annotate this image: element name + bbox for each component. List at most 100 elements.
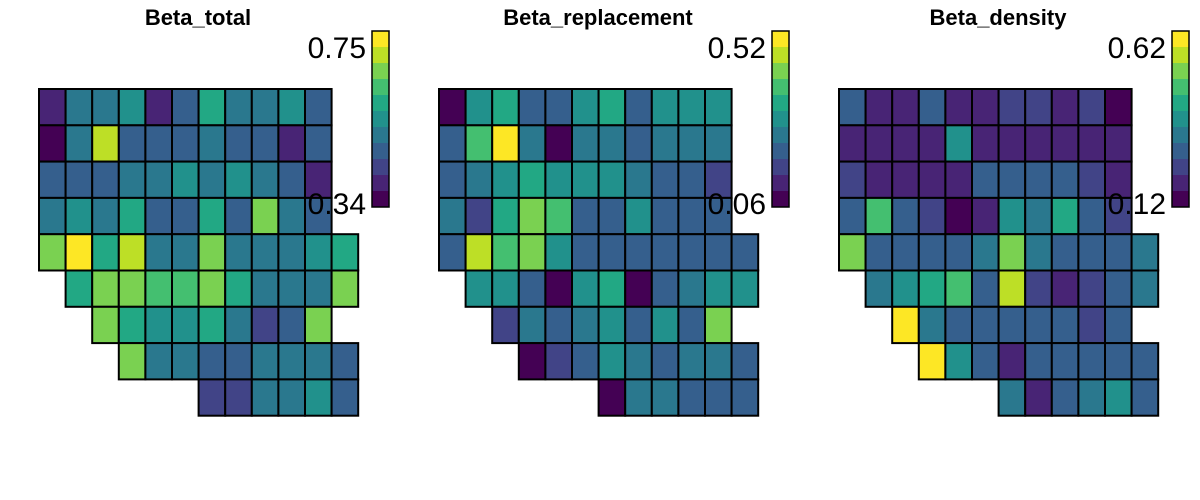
heatmap-cell [571, 88, 600, 127]
heatmap-cell [91, 160, 120, 199]
heatmap-cell [304, 305, 333, 345]
heatmap-cell [464, 160, 494, 199]
heatmap-cell [571, 233, 600, 272]
legend-color-step [772, 159, 789, 176]
heatmap-cell [650, 88, 680, 127]
heatmap-cell [144, 88, 173, 127]
heatmap-cell [624, 196, 653, 236]
heatmap-cell [917, 160, 947, 199]
heatmap-cell [997, 269, 1027, 308]
heatmap-cell [624, 160, 653, 199]
legend-color-step [1172, 47, 1189, 64]
heatmap-cell [464, 269, 494, 308]
heatmap-cell [891, 196, 920, 236]
heatmap-cell [891, 305, 920, 345]
heatmap-cell [917, 269, 947, 308]
heatmap-cell [571, 160, 600, 199]
heatmap-cell [277, 160, 306, 199]
legend-color-step [372, 63, 389, 80]
heatmap-cell [197, 88, 227, 127]
heatmap-cell [944, 269, 974, 308]
heatmap-cell [464, 196, 494, 236]
heatmap-cell [838, 196, 867, 236]
heatmap-cell [517, 196, 547, 236]
legend-color-step [372, 111, 389, 128]
heatmap-cell [891, 233, 920, 272]
heatmap-cell [491, 88, 520, 127]
legend-min-label: 0.06 [708, 188, 766, 221]
heatmap-cell [971, 342, 1000, 381]
heatmap-cell [517, 305, 547, 345]
heatmap-cell [1024, 88, 1053, 127]
heatmap-cell [117, 196, 147, 236]
heatmap-cell [1104, 124, 1133, 163]
legend-color-step [772, 63, 789, 80]
heatmap-cell [1104, 378, 1133, 417]
heatmap-cell [250, 305, 280, 345]
heatmap-cell [997, 378, 1027, 417]
heatmap-cell [838, 233, 867, 272]
heatmap-cell [224, 342, 253, 381]
legend-border [771, 30, 790, 208]
heatmap-cell [1077, 196, 1107, 236]
heatmap-cell [917, 124, 947, 163]
legend-colorbar [371, 30, 390, 208]
heatmap-cell [171, 269, 200, 308]
heatmap-cell [117, 160, 147, 199]
heatmap-cell [571, 196, 600, 236]
heatmap-cell [997, 160, 1027, 199]
legend-color-step [1172, 79, 1189, 96]
heatmap-cell [330, 378, 360, 417]
heatmap-cell [730, 269, 760, 308]
heatmap-cell [677, 342, 707, 381]
heatmap-cell [597, 196, 627, 236]
heatmap-cell [64, 233, 94, 272]
legend-max-label: 0.62 [1108, 32, 1166, 65]
heatmap-cell [464, 233, 494, 272]
heatmap-cell [117, 305, 147, 345]
legend-color-step [772, 31, 789, 48]
heatmap-cell [544, 160, 574, 199]
heatmap-cell [704, 233, 733, 272]
heatmap-cell [224, 269, 253, 308]
heatmap-cell [650, 233, 680, 272]
legend-color-step [1172, 95, 1189, 112]
heatmap-cell [117, 88, 147, 127]
heatmap-cell [250, 124, 280, 163]
heatmap-cell [997, 233, 1027, 272]
heatmap-cell [677, 88, 707, 127]
heatmap-cell [704, 269, 733, 308]
legend-color-step [1172, 31, 1189, 48]
legend-max-label: 0.52 [708, 32, 766, 65]
heatmap-cell [304, 342, 333, 381]
heatmap-cell [1130, 233, 1160, 272]
heatmap-cell [491, 305, 520, 345]
heatmap-cell [571, 124, 600, 163]
heatmap-cell [517, 269, 547, 308]
heatmap-cell [1050, 342, 1080, 381]
heatmap-cell [277, 196, 306, 236]
panel-beta-replacement: Beta_replacement 0.52 0.06 [438, 5, 790, 417]
heatmap-cell [650, 378, 680, 417]
legend-border [1171, 30, 1190, 208]
heatmap-cell [277, 269, 306, 308]
heatmap-cell [677, 196, 707, 236]
heatmap-cell [944, 196, 974, 236]
heatmap-cell [571, 342, 600, 381]
heatmap-cell [438, 88, 467, 127]
heatmap-cell [91, 196, 120, 236]
heatmap-cell [1024, 305, 1053, 345]
heatmap-cell [1077, 88, 1107, 127]
legend-color-step [1172, 159, 1189, 176]
heatmap-cell [1104, 196, 1133, 236]
heatmap-cell [197, 269, 227, 308]
heatmap-cell [544, 233, 574, 272]
legend-color-step [372, 127, 389, 144]
heatmap-cell [864, 124, 894, 163]
heatmap-cell [650, 269, 680, 308]
heatmap-cell [117, 269, 147, 308]
heatmap-cell [438, 160, 467, 199]
heatmap-cell [597, 269, 627, 308]
heatmap-cell [224, 233, 253, 272]
